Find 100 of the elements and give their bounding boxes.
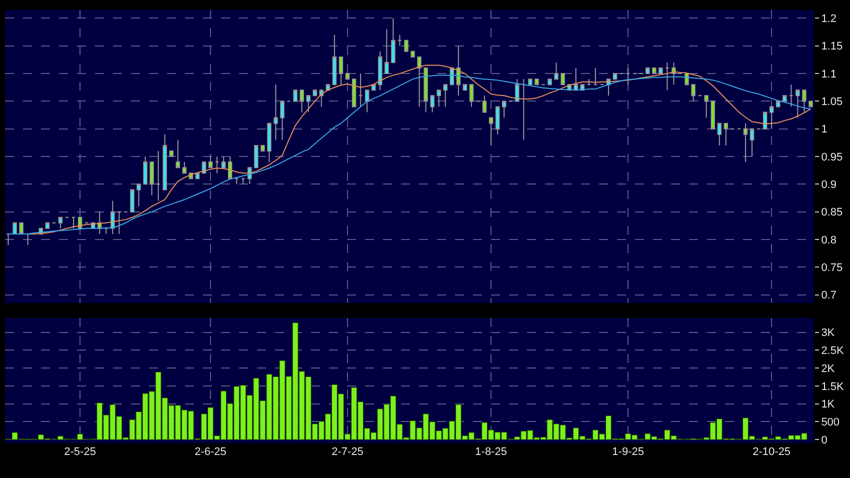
candlestick xyxy=(443,84,448,108)
candlestick xyxy=(267,122,272,163)
candlestick xyxy=(704,95,708,118)
candlestick xyxy=(169,150,174,158)
candlestick xyxy=(469,84,474,108)
candlestick xyxy=(6,233,10,246)
candlestick xyxy=(417,56,422,108)
y-tick-label: 500 xyxy=(821,416,840,429)
candlestick xyxy=(280,100,284,140)
candlestick xyxy=(364,90,370,113)
candlestick xyxy=(482,95,487,113)
y-tick-label: 0.8 xyxy=(821,234,836,246)
candlestick xyxy=(45,222,50,229)
candlestick xyxy=(260,144,265,152)
x-tick-label: 2-7-25 xyxy=(332,446,364,458)
candlestick xyxy=(214,156,220,174)
candlestick xyxy=(352,78,356,108)
candlestick xyxy=(691,84,696,102)
candlestick xyxy=(241,178,246,185)
candlestick xyxy=(228,156,232,180)
candlestick xyxy=(254,144,258,168)
candlestick xyxy=(502,100,506,118)
x-tick-label: 1-9-25 xyxy=(612,446,644,458)
candlestick xyxy=(796,90,800,118)
candlestick xyxy=(182,162,187,174)
candlestick xyxy=(717,122,722,146)
candlestick xyxy=(404,40,408,52)
y-tick-label: 1K xyxy=(821,398,836,411)
candlestick xyxy=(398,34,402,46)
candlestick xyxy=(593,68,598,86)
y-tick-label: 0 xyxy=(821,434,828,446)
candlestick xyxy=(130,189,134,212)
candlestick xyxy=(176,139,180,168)
candlestick xyxy=(378,50,382,91)
candlestick xyxy=(750,128,754,158)
candlestick xyxy=(586,78,592,86)
candlestick xyxy=(684,73,689,86)
candlestick xyxy=(456,45,461,96)
candlestick xyxy=(19,222,24,234)
candlestick xyxy=(410,50,415,58)
candlestick xyxy=(560,73,565,86)
candlestick xyxy=(488,117,494,146)
candlestick xyxy=(391,18,396,63)
candlestick xyxy=(724,122,728,146)
candlestick xyxy=(743,122,748,163)
x-tick-label: 2-5-25 xyxy=(64,446,96,458)
candlestick xyxy=(332,34,337,86)
candlestick xyxy=(136,184,141,207)
candlestick xyxy=(462,84,468,91)
candlestick xyxy=(104,228,108,234)
candlestick xyxy=(71,216,76,229)
y-tick-label: 2K xyxy=(821,362,836,375)
y-tick-label: 1.2 xyxy=(821,13,836,26)
candlestick xyxy=(293,90,298,102)
y-tick-label: 1.5K xyxy=(821,380,844,393)
candlestick xyxy=(612,73,618,80)
candlestick xyxy=(436,90,441,108)
x-tick-label: 2-10-25 xyxy=(752,446,791,458)
candlestick xyxy=(672,62,676,86)
candlestick xyxy=(338,56,344,86)
candlestick xyxy=(782,95,787,102)
candlestick xyxy=(150,162,154,196)
candlestick xyxy=(12,222,17,234)
candlestick xyxy=(234,178,239,185)
y-tick-label: 0.9 xyxy=(821,179,836,192)
candlestick xyxy=(300,90,304,113)
y-tick-label: 1 xyxy=(821,124,828,136)
candlestick xyxy=(626,68,630,86)
candlestick xyxy=(58,216,63,229)
candlestick xyxy=(358,73,363,108)
y-tick-label: 0.7 xyxy=(821,290,836,302)
candlestick xyxy=(528,78,532,86)
candlestick xyxy=(515,78,520,102)
candlestick xyxy=(495,106,500,135)
candlestick xyxy=(534,78,539,86)
candlestick xyxy=(312,90,317,96)
candlestick xyxy=(143,156,148,185)
candlestick xyxy=(162,134,167,190)
y-tick-label: 0.95 xyxy=(821,151,843,164)
candlestick xyxy=(424,68,428,113)
candlestick xyxy=(548,78,552,86)
candlestick xyxy=(430,95,434,113)
x-tick-label: 1-8-25 xyxy=(475,446,507,458)
y-tick-label: 1.05 xyxy=(821,96,843,108)
candlestick xyxy=(554,62,558,80)
candlestick xyxy=(306,95,310,113)
candlestick xyxy=(646,68,650,74)
candlestick xyxy=(574,68,578,91)
y-tick-label: 1.15 xyxy=(821,40,843,53)
candlestick xyxy=(802,90,806,113)
y-tick-label: 2.5K xyxy=(821,345,844,358)
y-tick-label: 1.1 xyxy=(821,68,836,80)
candlestick xyxy=(110,200,115,234)
candlestick xyxy=(665,62,670,91)
candlestick xyxy=(26,233,30,246)
candlestick xyxy=(769,106,774,130)
y-tick-label: 0.75 xyxy=(821,262,843,274)
candlestick xyxy=(117,211,122,234)
candlestick xyxy=(274,84,278,140)
candlestick xyxy=(345,73,350,80)
